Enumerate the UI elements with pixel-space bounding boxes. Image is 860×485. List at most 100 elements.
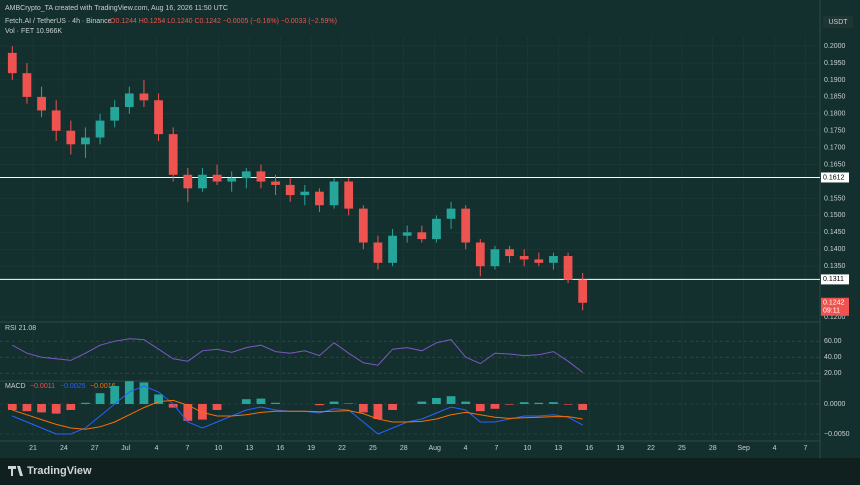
candle-body [139, 93, 149, 101]
candle-body [475, 242, 485, 267]
candle-body [212, 174, 222, 182]
y-tick-label: 0.1850 [824, 94, 846, 101]
candle-body [124, 93, 134, 108]
candle-body [373, 242, 383, 263]
x-tick-label: 16 [276, 445, 284, 452]
candle-body [402, 232, 412, 236]
y-tick-label: 0.1800 [824, 111, 846, 118]
x-tick-label: Jul [121, 445, 130, 452]
histogram-bar [358, 404, 368, 413]
y-tick-label: 0.1200 [824, 314, 846, 321]
level-label: 0.1612 [823, 174, 845, 181]
x-tick-label: Aug [428, 445, 441, 452]
currency-box[interactable] [823, 16, 853, 28]
histogram-bar [373, 404, 383, 419]
histogram-bar [344, 403, 354, 404]
candle-body [563, 256, 573, 280]
pane-title: MACD [5, 383, 26, 390]
x-tick-label: 13 [245, 445, 253, 452]
x-tick-label: 7 [804, 445, 808, 452]
candle-body [417, 232, 427, 240]
candle-body [578, 279, 588, 303]
series-line [12, 399, 583, 430]
y-tick-label: 0.1550 [824, 195, 846, 202]
candle-body [315, 191, 324, 206]
y-tick-label: 0.1350 [824, 263, 846, 270]
histogram-bar [168, 404, 178, 408]
y-tick-label: −0.0050 [824, 431, 850, 438]
y-tick-label: 20.00 [824, 370, 842, 377]
histogram-bar [549, 402, 558, 404]
level-label: 0.1311 [823, 276, 844, 283]
candle-body [329, 181, 339, 206]
histogram-bar [110, 386, 120, 404]
y-tick-label: 0.1950 [824, 60, 846, 67]
histogram-bar [256, 398, 266, 404]
y-tick-label: 0.1400 [824, 246, 846, 253]
candle-body [490, 249, 500, 267]
y-tick-label: 0.0000 [824, 401, 846, 408]
histogram-bar [37, 404, 46, 413]
candle-body [241, 171, 251, 179]
candle-body [183, 174, 193, 189]
histogram-bar [315, 404, 324, 406]
currency[interactable]: USDT [828, 19, 848, 26]
histogram-bar [95, 393, 105, 404]
series-line [12, 338, 583, 373]
y-tick-label: 0.1700 [824, 145, 846, 152]
candle-body [168, 134, 178, 175]
candle-body [154, 100, 163, 135]
x-tick-label: 19 [616, 445, 624, 452]
histogram-bar [563, 404, 573, 405]
readout: −0.0011 [30, 383, 55, 390]
candle-body [432, 218, 441, 240]
candle-body [344, 181, 354, 209]
histogram-bar [139, 382, 149, 404]
x-tick-label: 24 [60, 445, 68, 452]
x-tick-label: 10 [524, 445, 532, 452]
readout: −0.0016 [90, 383, 116, 390]
candle-body [51, 110, 61, 131]
histogram-bar [51, 404, 61, 414]
x-tick-label: 13 [554, 445, 562, 452]
x-tick-label: 7 [186, 445, 190, 452]
histogram-bar [475, 404, 485, 412]
level-label-box [821, 172, 849, 183]
candle-body [461, 208, 471, 243]
candle-body [7, 52, 17, 74]
candle-body [22, 73, 32, 97]
x-tick-label: 28 [400, 445, 408, 452]
x-tick-label: 27 [91, 445, 99, 452]
x-tick-label: 4 [773, 445, 777, 452]
y-tick-label: 40.00 [824, 354, 842, 361]
candle-body [534, 259, 544, 263]
x-tick-label: 7 [495, 445, 499, 452]
candle-body [285, 184, 295, 196]
candle-body [549, 256, 558, 263]
histogram-bar [534, 402, 544, 404]
y-tick-label: 0.2000 [824, 43, 846, 50]
candle-body [271, 181, 280, 185]
candle-body [300, 191, 310, 196]
readout: −0.0025 [60, 383, 86, 390]
x-tick-label: 19 [307, 445, 315, 452]
x-tick-label: 25 [369, 445, 377, 452]
candle-body [95, 120, 105, 138]
y-tick-label: 0.1450 [824, 229, 846, 236]
level-label-box [821, 274, 849, 285]
x-tick-label: 4 [464, 445, 468, 452]
histogram-bar [271, 402, 280, 404]
x-tick-label: 4 [155, 445, 159, 452]
y-tick-label: 0.1500 [824, 212, 846, 219]
candle-body [37, 96, 46, 111]
price-label: 0.1242 [823, 300, 845, 307]
y-tick-label: 0.1900 [824, 77, 846, 84]
logo-icon [8, 466, 23, 476]
candle-body [519, 256, 529, 260]
histogram-bar [154, 394, 163, 404]
logo: TradingView [27, 465, 92, 477]
x-tick-label: 16 [585, 445, 593, 452]
candle-body [446, 208, 456, 219]
